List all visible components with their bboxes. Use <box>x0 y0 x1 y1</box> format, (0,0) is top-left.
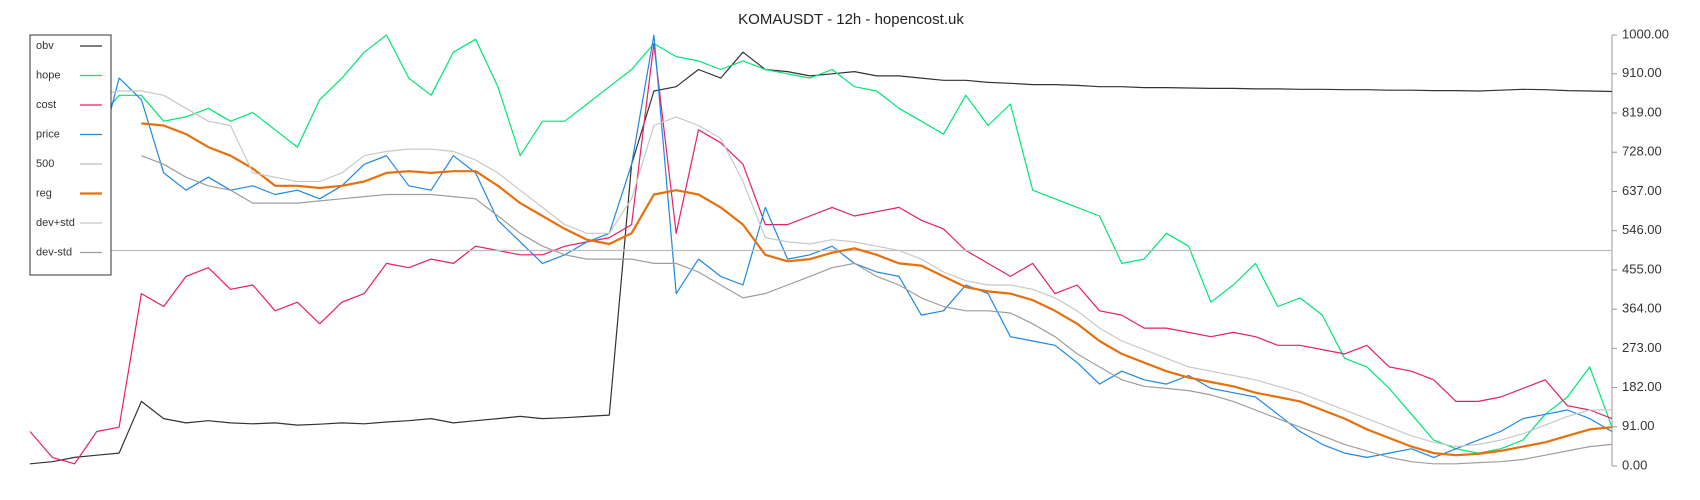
legend-label: cost <box>36 99 56 111</box>
y-tick-label: 819.00 <box>1622 104 1662 119</box>
y-tick-label: 0.00 <box>1622 457 1647 472</box>
y-tick-label: 546.00 <box>1622 222 1662 237</box>
y-tick-label: 1000.00 <box>1622 26 1669 41</box>
y-tick-label: 910.00 <box>1622 65 1662 80</box>
legend-label: obv <box>36 40 54 52</box>
series-line <box>29 43 1613 465</box>
series-line <box>141 122 1613 457</box>
y-tick-label: 455.00 <box>1622 261 1662 276</box>
series-line <box>96 34 1613 458</box>
legend-label: dev-std <box>36 246 72 258</box>
legend-label: hope <box>36 69 60 81</box>
series-line <box>96 34 1613 454</box>
legend-label: 500 <box>36 158 54 170</box>
chart-title: KOMAUSDT - 12h - hopencost.uk <box>738 11 964 28</box>
series-line <box>96 90 1612 448</box>
legend: obv hope cost price 500 reg dev+std dev-std <box>29 34 112 276</box>
y-tick-label: 182.00 <box>1622 379 1662 394</box>
legend-label: dev+std <box>36 217 75 229</box>
y-tick-label: 728.00 <box>1622 144 1662 159</box>
y-tick-label: 637.00 <box>1622 183 1662 198</box>
y-tick-label: 364.00 <box>1622 301 1662 316</box>
series-line <box>29 51 1613 465</box>
legend-label: reg <box>36 187 52 199</box>
legend-label: price <box>36 128 60 140</box>
y-tick-label: 273.00 <box>1622 340 1662 355</box>
y-tick-label: 91.00 <box>1622 418 1655 433</box>
series-line <box>141 155 1613 465</box>
